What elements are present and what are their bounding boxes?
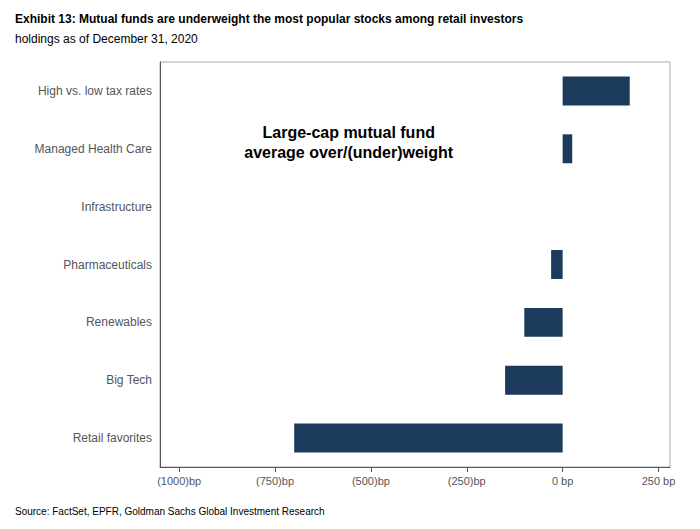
svg-text:Pharmaceuticals: Pharmaceuticals xyxy=(63,258,152,272)
svg-text:(500)bp: (500)bp xyxy=(352,475,390,487)
svg-text:(750)bp: (750)bp xyxy=(256,475,294,487)
svg-text:Big Tech: Big Tech xyxy=(106,373,152,387)
svg-text:250 bp: 250 bp xyxy=(642,475,676,487)
svg-text:Infrastructure: Infrastructure xyxy=(81,200,152,214)
svg-text:(1000)bp: (1000)bp xyxy=(157,475,201,487)
svg-text:High vs. low tax rates: High vs. low tax rates xyxy=(38,84,152,98)
svg-text:Renewables: Renewables xyxy=(86,315,152,329)
svg-text:(250)bp: (250)bp xyxy=(448,475,486,487)
svg-text:Managed Health Care: Managed Health Care xyxy=(35,142,153,156)
svg-text:0 bp: 0 bp xyxy=(552,475,573,487)
svg-text:average over/(under)weight: average over/(under)weight xyxy=(244,144,454,161)
svg-text:holdings as of December 31, 20: holdings as of December 31, 2020 xyxy=(15,32,198,46)
svg-text:Large-cap mutual fund: Large-cap mutual fund xyxy=(262,124,434,141)
svg-text:Source: FactSet, EPFR, Goldman: Source: FactSet, EPFR, Goldman Sachs Glo… xyxy=(15,506,325,517)
svg-text:Retail favorites: Retail favorites xyxy=(73,431,152,445)
svg-text:Exhibit 13: Mutual funds are u: Exhibit 13: Mutual funds are underweight… xyxy=(15,12,523,26)
